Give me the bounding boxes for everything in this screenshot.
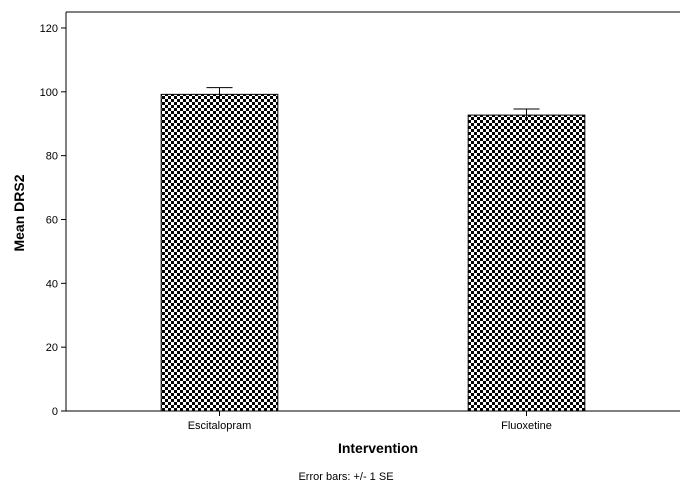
error-bars-group (206, 87, 540, 122)
y-tick-label: 40 (46, 278, 58, 290)
y-tick-label: 100 (40, 87, 58, 99)
y-tick-label: 60 (46, 214, 58, 226)
x-tick-label: Fluoxetine (501, 420, 552, 432)
error-bar-note: Error bars: +/- 1 SE (298, 471, 393, 483)
y-tick-label: 20 (46, 342, 58, 354)
bar-escitalopram (160, 93, 279, 412)
bars-group (160, 93, 586, 412)
plot-frame (65, 11, 680, 412)
y-axis-ticks: 0 20 40 60 80 100 120 (40, 23, 66, 418)
x-axis-ticks: Escitalopram Fluoxetine (188, 411, 552, 432)
x-axis-title: Intervention (338, 440, 418, 456)
y-axis-title: Mean DRS2 (11, 174, 27, 251)
bar-fluoxetine (467, 114, 586, 412)
y-tick-label: 120 (40, 23, 58, 35)
y-tick-label: 80 (46, 151, 58, 163)
x-tick-label: Escitalopram (188, 420, 252, 432)
y-tick-label: 0 (52, 406, 58, 418)
